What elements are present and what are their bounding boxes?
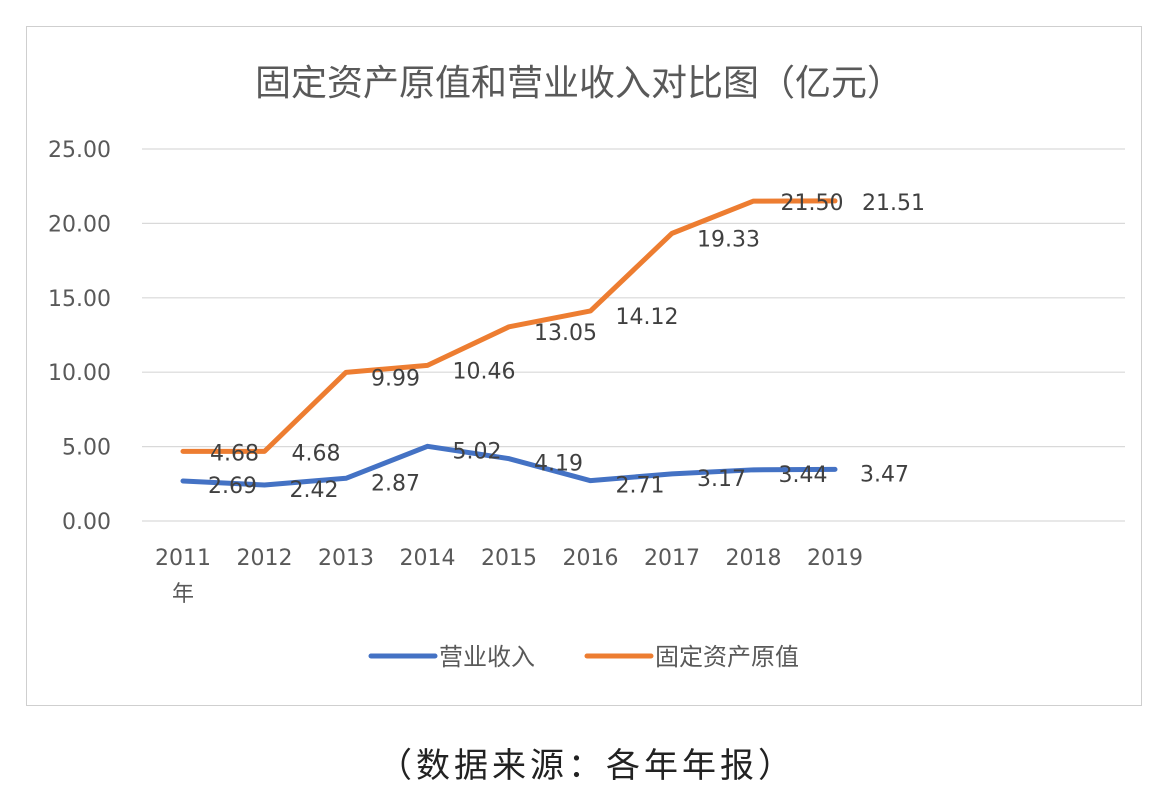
- chart-title: 固定资产原值和营业收入对比图（亿元）: [255, 63, 903, 104]
- data-label-fixed-assets: 21.51: [862, 191, 925, 216]
- data-label-revenue: 2.71: [616, 474, 665, 499]
- data-label-revenue: 3.17: [697, 467, 746, 492]
- y-tick-label: 25.00: [48, 138, 111, 163]
- gridlines: [142, 148, 1125, 522]
- x-tick-label: 2016: [563, 546, 619, 571]
- legend-label-revenue: 营业收入: [439, 643, 535, 671]
- data-label-revenue: 2.69: [208, 474, 257, 499]
- data-label-fixed-assets: 4.68: [210, 441, 259, 466]
- x-axis-ticks: 2011 2012 2013 2014 2015 2016 2017 2018 2019 年: [155, 546, 863, 607]
- data-label-revenue: 3.47: [860, 462, 909, 487]
- data-label-fixed-assets: 13.05: [534, 321, 597, 346]
- data-label-fixed-assets: 4.68: [292, 441, 341, 466]
- series-lines: [180, 198, 838, 488]
- y-tick-label: 15.00: [48, 287, 111, 312]
- x-tick-label: 2015: [481, 546, 537, 571]
- data-labels: 2.69 2.42 2.87 5.02 4.19 2.71 3.17 3.44 3.47 4.68…: [208, 191, 925, 503]
- chart-frame: 固定资产原值和营业收入对比图（亿元） 0.00 5.00 10.00 15.00 20.…: [26, 26, 1142, 706]
- series-line-fixed-assets: [180, 198, 838, 454]
- data-label-fixed-assets: 9.99: [371, 366, 420, 391]
- data-label-revenue: 4.19: [534, 452, 583, 477]
- data-label-fixed-assets: 19.33: [697, 227, 760, 252]
- series-line-revenue: [180, 443, 838, 488]
- data-label-revenue: 5.02: [453, 439, 502, 464]
- x-tick-label: 2011: [155, 546, 211, 571]
- data-label-revenue: 2.42: [290, 478, 339, 503]
- data-label-fixed-assets: 10.46: [453, 359, 516, 384]
- y-tick-label: 10.00: [48, 361, 111, 386]
- data-label-fixed-assets: 21.50: [781, 191, 844, 216]
- y-tick-label: 20.00: [48, 212, 111, 237]
- data-label-fixed-assets: 14.12: [616, 305, 679, 330]
- source-note: （数据来源：各年年报）: [378, 746, 796, 786]
- x-tick-label: 2019: [807, 546, 863, 571]
- y-axis-ticks: 0.00 5.00 10.00 15.00 20.00 25.00: [48, 138, 111, 535]
- x-tick-label: 2013: [318, 546, 374, 571]
- x-tick-label: 2012: [237, 546, 293, 571]
- data-label-revenue: 3.44: [779, 463, 828, 488]
- x-tick-label: 2017: [644, 546, 700, 571]
- x-tick-label: 2014: [400, 546, 456, 571]
- x-tick-label-suffix: 年: [172, 582, 194, 607]
- y-tick-label: 5.00: [62, 436, 111, 461]
- line-chart: 固定资产原值和营业收入对比图（亿元） 0.00 5.00 10.00 15.00 20.…: [48, 63, 1125, 671]
- legend: 营业收入 固定资产原值: [368, 643, 799, 671]
- data-label-revenue: 2.87: [371, 471, 420, 496]
- legend-label-fixed-assets: 固定资产原值: [655, 643, 799, 671]
- x-tick-label: 2018: [726, 546, 782, 571]
- y-tick-label: 0.00: [62, 510, 111, 535]
